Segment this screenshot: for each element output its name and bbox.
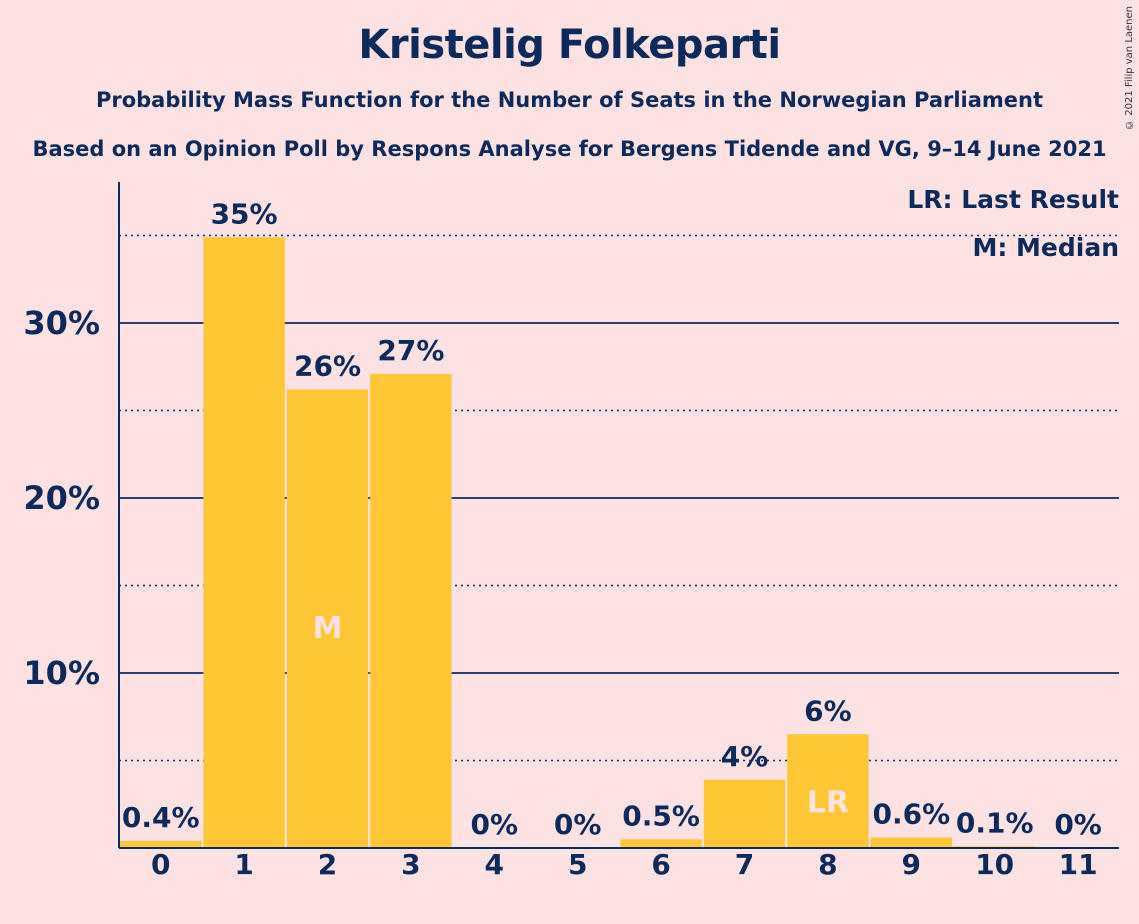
x-tick-label: 8 — [818, 848, 837, 881]
bar — [120, 841, 202, 848]
x-tick-label: 9 — [902, 848, 921, 881]
bar-value-label: 26% — [294, 350, 361, 383]
bar — [703, 779, 786, 848]
x-tick-label: 3 — [401, 848, 420, 881]
bar-value-label: 0.4% — [122, 801, 200, 834]
bar — [203, 237, 285, 848]
legend-entry: M: Median — [972, 233, 1119, 262]
x-tick-label: 6 — [651, 848, 670, 881]
y-tick-label: 30% — [23, 304, 100, 342]
x-tick-label: 4 — [485, 848, 504, 881]
bar — [787, 734, 869, 848]
chart-title: Kristelig Folkeparti — [358, 22, 781, 68]
bar-value-label: 0.5% — [622, 799, 700, 832]
bar-value-label: 0% — [554, 808, 602, 841]
bar-value-label: 0.1% — [956, 806, 1034, 839]
x-tick-label: 1 — [234, 848, 253, 881]
bar-value-label: 6% — [804, 694, 852, 727]
bar-value-label: 0% — [1054, 808, 1102, 841]
chart-source-subtitle: Based on an Opinion Poll by Respons Anal… — [32, 137, 1107, 161]
bar-value-label: 35% — [211, 197, 278, 230]
bar — [870, 837, 952, 848]
x-tick-label: 5 — [568, 848, 587, 881]
median-marker: M — [313, 611, 343, 646]
bar — [370, 373, 452, 848]
y-tick-label: 10% — [23, 654, 100, 692]
bar-value-label: 0% — [471, 808, 519, 841]
legend-entry: LR: Last Result — [907, 185, 1119, 214]
x-tick-label: 0 — [151, 848, 170, 881]
bar-value-label: 27% — [377, 334, 444, 367]
bar — [620, 839, 702, 848]
x-tick-label: 2 — [318, 848, 337, 881]
bar-value-label: 4% — [721, 740, 769, 773]
x-tick-label: 10 — [975, 848, 1014, 881]
chart-subtitle: Probability Mass Function for the Number… — [95, 88, 1044, 112]
x-tick-label: 7 — [735, 848, 754, 881]
bar — [286, 389, 369, 848]
bar-value-label: 0.6% — [872, 798, 950, 831]
y-tick-label: 20% — [23, 479, 100, 517]
last-result-marker: LR — [807, 786, 849, 821]
x-tick-label: 11 — [1059, 848, 1098, 881]
